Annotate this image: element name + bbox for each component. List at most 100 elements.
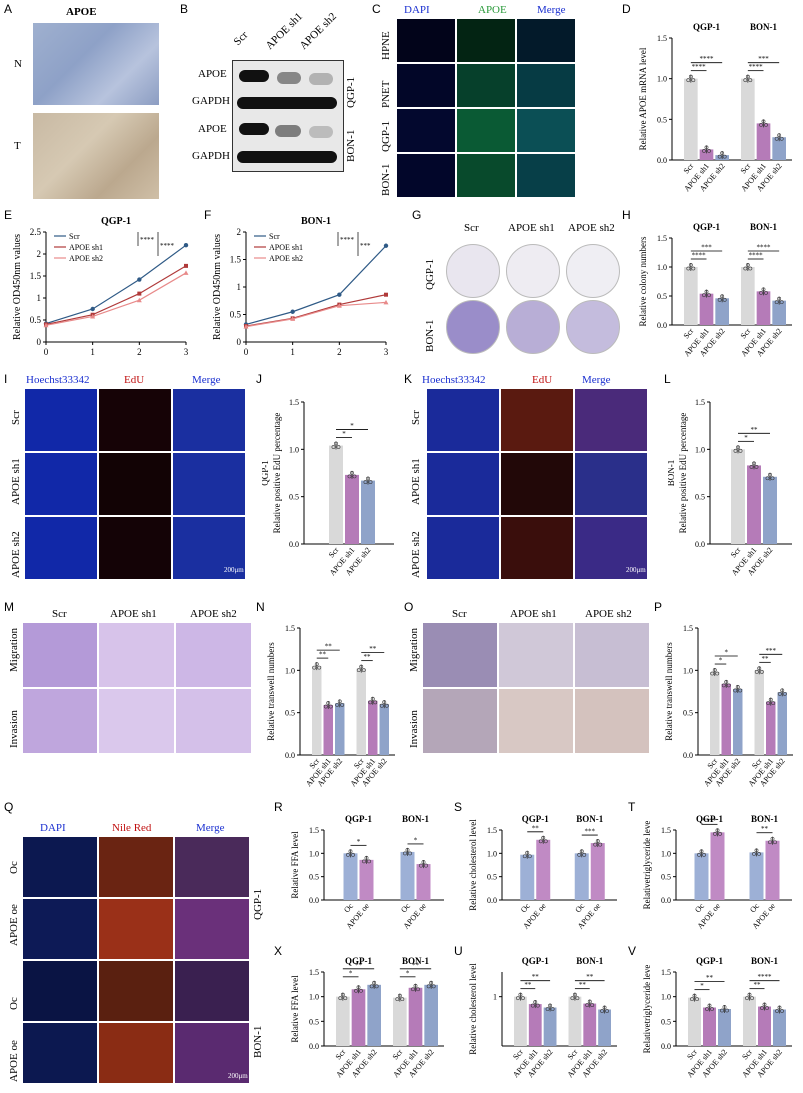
- g-row-2: BON-1: [424, 319, 436, 352]
- y-tick-label: 1.5: [683, 624, 693, 633]
- panel-label-a: A: [4, 2, 13, 16]
- c-row-3: QGP-1: [380, 120, 392, 152]
- x-tick-label: 3: [184, 347, 189, 357]
- data-point: [383, 243, 389, 248]
- bar: [772, 300, 786, 325]
- data-point: [374, 984, 379, 989]
- y-tick-label: 0.5: [309, 873, 319, 882]
- data-point: [710, 671, 715, 676]
- data-point: [602, 1005, 607, 1010]
- bar: [710, 672, 720, 755]
- group-label: BON-1: [576, 814, 604, 824]
- sig-label: **: [754, 981, 762, 989]
- bar: [329, 445, 343, 544]
- sig-label: ****: [160, 242, 175, 250]
- data-point: [768, 697, 773, 702]
- data-point: [522, 854, 527, 859]
- panel-label-i: I: [4, 372, 8, 386]
- sig-label: **: [412, 961, 420, 969]
- data-point: [548, 1003, 552, 1008]
- panel-label-e: E: [4, 208, 13, 222]
- y-tick-label: 1.5: [657, 234, 667, 243]
- data-point: [343, 996, 348, 1001]
- x-tick-label: 0: [44, 347, 49, 357]
- k-col-1: Hoechst33342: [422, 374, 486, 386]
- i-scale: 200μm: [224, 566, 244, 574]
- bar: [400, 851, 415, 900]
- data-point: [726, 683, 731, 688]
- data-point: [525, 850, 530, 855]
- group-label: BON-1: [751, 956, 779, 966]
- chart-v: 0.0 0.5 1.0 1.5 Relativetriglyceride leve QGP…: [642, 956, 792, 1079]
- g-col-3: APOE sh2: [568, 222, 615, 234]
- m-row-1: Migration: [8, 628, 20, 672]
- y-tick-label: 1.5: [285, 624, 295, 633]
- data-point: [368, 700, 373, 705]
- group-label: BON-1: [576, 956, 604, 966]
- data-point: [707, 293, 711, 298]
- bar: [543, 1007, 557, 1046]
- y-axis-label: Relative APOE mRNA level: [638, 47, 648, 150]
- bar: [323, 705, 333, 755]
- colony-plates: [444, 242, 624, 354]
- data-point: [695, 997, 699, 1002]
- data-point: [382, 700, 387, 705]
- data-point: [364, 855, 369, 860]
- y-tick-label: 0.5: [661, 1017, 671, 1026]
- data-point: [347, 474, 352, 479]
- y-tick-label: 0.0: [657, 156, 667, 165]
- panel-label-f: F: [204, 208, 212, 222]
- data-point: [403, 851, 407, 856]
- data-point: [749, 465, 754, 469]
- c-row-1: HPNE: [380, 31, 392, 60]
- data-point: [577, 852, 582, 857]
- data-point: [715, 828, 720, 833]
- i-image-grid: 200μm: [24, 388, 246, 580]
- q-row-4: APOE oe: [8, 1040, 20, 1082]
- group-label: QGP-1: [345, 956, 372, 966]
- sig-label: ****: [749, 63, 764, 71]
- m-col-3: APOE sh2: [190, 608, 237, 620]
- o-col-1: Scr: [452, 608, 467, 620]
- bar: [754, 670, 764, 755]
- data-point: [361, 668, 366, 673]
- data-point: [543, 839, 548, 844]
- k-row-3: APOE sh2: [410, 531, 422, 578]
- data-point: [184, 263, 188, 268]
- sig-label: **: [579, 981, 587, 989]
- data-point: [718, 831, 722, 836]
- data-point: [765, 476, 770, 481]
- y-tick-label: 1.5: [657, 34, 667, 43]
- data-point: [370, 696, 375, 701]
- c-row-4: BON-1: [380, 163, 392, 196]
- data-point: [710, 1007, 714, 1011]
- bar: [379, 704, 389, 755]
- panel-label-s: S: [454, 800, 463, 814]
- b-row-1: APOE: [198, 68, 227, 80]
- data-point: [745, 263, 750, 267]
- data-point: [722, 1005, 727, 1009]
- data-point: [356, 985, 361, 990]
- data-point: [774, 300, 779, 305]
- sig-label: ***: [585, 828, 596, 836]
- x-tick-label: Oc: [573, 901, 586, 914]
- data-point: [323, 704, 328, 709]
- data-point: [764, 290, 768, 295]
- group-label: QGP-1: [693, 22, 720, 32]
- data-point: [356, 668, 361, 673]
- series-line: [245, 301, 387, 328]
- i-row-1: Scr: [10, 410, 22, 425]
- y-tick-label: 1.0: [661, 993, 671, 1002]
- group-label: QGP-1: [696, 814, 723, 824]
- series-line: [45, 244, 187, 325]
- q-row-3: Oc: [8, 997, 20, 1010]
- y-tick-label: 0.0: [695, 540, 705, 549]
- data-point: [779, 300, 784, 305]
- q-col-1: DAPI: [40, 822, 66, 834]
- data-point: [368, 480, 373, 484]
- a-row-n: N: [14, 58, 22, 70]
- bar: [528, 1004, 542, 1046]
- y-axis-label: Relative OD450nm values: [12, 234, 23, 340]
- data-point: [768, 840, 772, 845]
- sig-label: *: [744, 434, 748, 442]
